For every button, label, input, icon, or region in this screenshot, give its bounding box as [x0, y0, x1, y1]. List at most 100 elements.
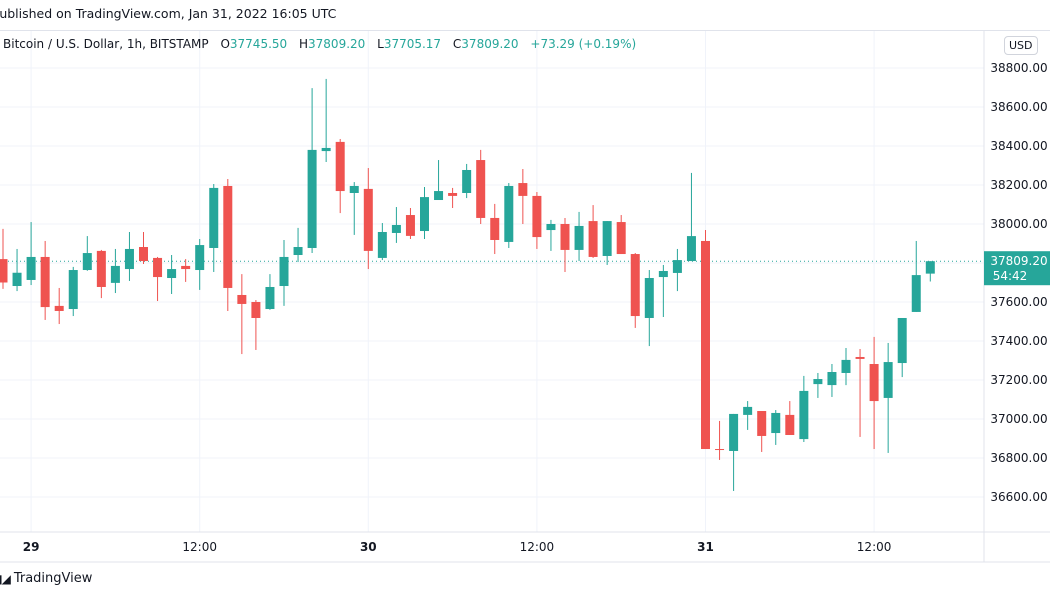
candle-body — [237, 294, 247, 304]
candle — [925, 261, 935, 282]
candle-body — [335, 141, 345, 192]
price-tick-label: 38200.00 — [990, 178, 1047, 192]
candle-body — [729, 413, 739, 451]
candle-body — [321, 147, 331, 152]
candle-body — [630, 254, 640, 317]
low-value: 37705.17 — [383, 37, 442, 51]
candle-body — [96, 250, 106, 287]
candle-body — [897, 317, 907, 364]
candle — [363, 168, 373, 270]
candle-body — [855, 356, 865, 359]
candle-body — [195, 245, 205, 271]
candle — [546, 219, 556, 251]
candle — [96, 249, 106, 299]
candle — [686, 172, 696, 262]
chart-legend: Bitcoin / U.S. Dollar, 1h, BITSTAMP O 377… — [3, 37, 636, 51]
last-price-tag — [984, 251, 1050, 286]
candle — [897, 317, 907, 378]
candle — [827, 364, 837, 397]
candle — [855, 348, 865, 437]
brand-name: TradingView — [13, 571, 93, 586]
candle-body — [82, 253, 92, 271]
candle — [462, 163, 472, 199]
open-label: O — [220, 37, 230, 51]
candle — [504, 183, 514, 248]
candle-body — [869, 364, 879, 402]
close-label: C — [452, 37, 462, 51]
candle — [293, 227, 303, 263]
symbol-title[interactable]: Bitcoin / U.S. Dollar, 1h, BITSTAMP — [3, 37, 209, 51]
price-tick-label: 38600.00 — [990, 100, 1047, 114]
change-value: +73.29 (+0.19%) — [530, 37, 637, 51]
candle-body — [434, 191, 444, 201]
candle — [195, 239, 205, 290]
time-tick-label: 12:00 — [857, 540, 892, 554]
candle-body — [715, 449, 725, 451]
close-value: 37809.20 — [461, 37, 519, 51]
candle — [139, 231, 148, 264]
candle — [743, 401, 753, 430]
candle — [167, 255, 177, 295]
candle-body — [757, 411, 767, 436]
candle-body — [40, 256, 50, 308]
candle-body — [68, 270, 78, 310]
currency-button[interactable]: USD — [1004, 36, 1038, 55]
candle-body — [771, 412, 781, 434]
candle — [26, 222, 36, 286]
candle — [490, 203, 500, 255]
candle-body — [153, 257, 163, 278]
candle — [757, 411, 767, 452]
candle-body — [462, 169, 472, 193]
candles — [0, 78, 935, 491]
candle — [785, 401, 795, 435]
candle-body — [546, 224, 556, 231]
candle — [434, 160, 444, 201]
candle — [869, 336, 879, 450]
bar-countdown: 54:42 — [993, 269, 1028, 283]
candle — [616, 215, 626, 255]
price-tick-label: 37400.00 — [990, 334, 1047, 348]
candle — [279, 239, 289, 306]
candle — [841, 348, 851, 386]
candle-body — [54, 305, 64, 311]
grid — [0, 31, 984, 532]
price-tick-label: 38800.00 — [990, 61, 1047, 75]
candle-body — [181, 265, 191, 270]
candle — [307, 88, 317, 254]
candle-body — [167, 269, 177, 279]
candle-body — [110, 265, 120, 283]
candle — [12, 248, 22, 292]
candle-body — [686, 236, 696, 262]
candle-body — [911, 275, 921, 312]
candle — [883, 342, 893, 453]
high-value: 37809.20 — [308, 37, 366, 51]
candle-body — [518, 183, 528, 196]
candle — [771, 410, 781, 445]
candle — [82, 236, 92, 271]
candle — [321, 78, 331, 162]
candle — [560, 217, 570, 272]
candle — [518, 169, 528, 224]
candle — [476, 149, 486, 224]
candle — [911, 240, 921, 312]
time-tick-label: 29 — [23, 540, 40, 554]
candle-body — [560, 224, 570, 250]
candle-body — [574, 225, 584, 250]
price-tick-label: 37200.00 — [990, 373, 1047, 387]
candle — [223, 178, 233, 311]
candle — [391, 207, 401, 243]
axes: 38800.00 38600.00 38400.00 38200.00 38000.00… — [0, 31, 1050, 563]
candle-body — [602, 221, 612, 256]
candle-body — [377, 231, 387, 258]
candle-body — [209, 187, 219, 248]
candle-body — [799, 390, 809, 440]
candle-body — [124, 248, 134, 270]
candle-body — [12, 272, 22, 287]
candle-body — [532, 195, 542, 238]
candle — [701, 230, 710, 450]
price-tick-label: 36600.00 — [990, 490, 1047, 504]
tradingview-logo-icon: ▮◢ — [0, 571, 11, 586]
footer-brand[interactable]: ▮◢ TradingView — [0, 571, 92, 586]
candle-body — [26, 256, 36, 280]
